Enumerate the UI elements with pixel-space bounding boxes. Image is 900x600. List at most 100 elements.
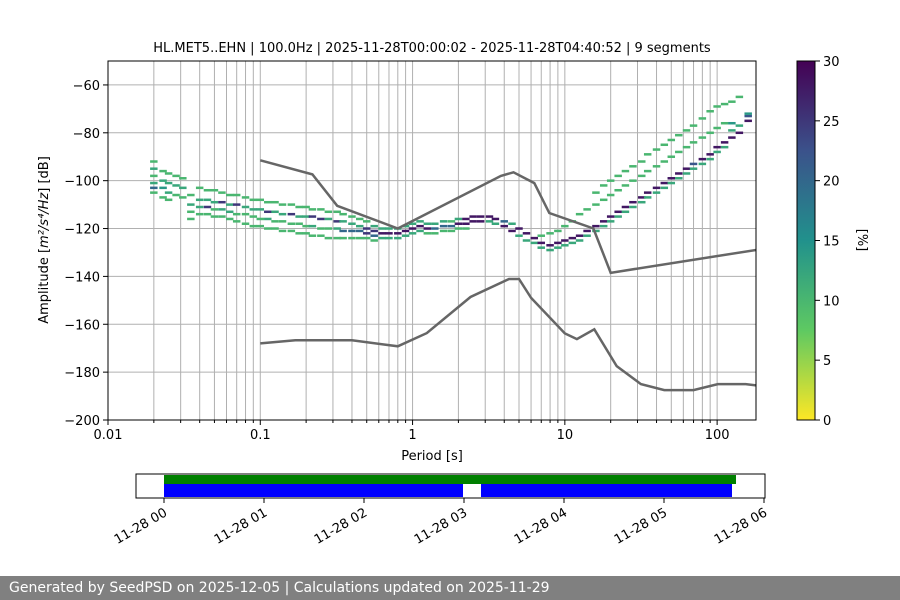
psd-bin: [210, 200, 219, 204]
psd-bin: [249, 208, 258, 211]
psd-bin: [195, 198, 204, 202]
psd-bin: [583, 234, 591, 237]
psd-bin: [179, 196, 187, 199]
psd-bin: [454, 217, 463, 221]
colorbar-tick-label: 25: [823, 115, 840, 130]
psd-bin: [728, 136, 736, 139]
psd-bin: [575, 234, 584, 237]
psd-bin: [614, 174, 622, 178]
psd-bin: [408, 227, 417, 230]
psd-bin: [218, 200, 226, 204]
psd-bin: [150, 174, 158, 178]
chart-title: HL.MET5..EHN | 100.0Hz | 2025-11-28T00:0…: [153, 41, 711, 56]
psd-bin: [667, 138, 676, 142]
x-tick-label: 1: [408, 428, 416, 443]
psd-bin: [638, 174, 646, 178]
colorbar: [796, 60, 816, 421]
psd-bin: [606, 179, 615, 182]
psd-bin: [660, 186, 669, 190]
psd-bin: [522, 232, 531, 235]
psd-bin: [172, 174, 180, 178]
psd-bin: [554, 229, 562, 233]
psd-bin: [385, 236, 393, 240]
psd-bin: [308, 234, 317, 237]
psd-bin: [629, 165, 637, 168]
psd-bin: [195, 212, 204, 216]
psd-heatmap: [150, 95, 752, 252]
psd-bin: [385, 227, 393, 230]
psd-bin: [744, 119, 752, 123]
psd-bin: [561, 244, 569, 247]
psd-bin: [515, 227, 523, 230]
y-tick-label: −180: [64, 366, 100, 381]
psd-bin: [592, 191, 600, 194]
psd-bin: [638, 160, 646, 163]
psd-bin: [682, 129, 691, 132]
psd-bin: [416, 224, 424, 228]
psd-bin: [667, 155, 676, 158]
psd-bin: [599, 220, 608, 223]
psd-bin: [339, 220, 347, 223]
psd-bin: [179, 177, 187, 180]
colorbar-label: [%]: [854, 229, 869, 252]
y-axis-label-units: m²/s⁴/Hz: [37, 192, 52, 248]
colorbar-tick-label: 10: [823, 294, 840, 309]
psd-bin: [271, 200, 279, 204]
psd-bin: [621, 184, 630, 187]
psd-figure: HL.MET5..EHN | 100.0Hz | 2025-11-28T00:0…: [37, 41, 869, 548]
psd-bin: [469, 215, 477, 218]
psd-bin: [394, 236, 402, 240]
psd-bin: [278, 220, 287, 223]
y-axis-label-suffix: ] [dB]: [37, 156, 52, 193]
psd-bin: [592, 203, 600, 206]
psd-bin: [667, 177, 676, 180]
x-tick-label: 0.1: [250, 428, 271, 443]
psd-bin: [150, 160, 158, 163]
psd-bin: [287, 229, 296, 233]
psd-bin: [614, 210, 622, 214]
psd-bin: [462, 227, 470, 230]
psd-bin: [333, 210, 341, 214]
psd-bin: [660, 143, 669, 147]
psd-bin: [575, 239, 584, 242]
psd-bin: [735, 124, 744, 127]
psd-plot-area: [108, 61, 756, 420]
psd-bin: [150, 191, 158, 194]
psd-bin: [416, 229, 424, 233]
psd-bin: [159, 169, 167, 173]
psd-bin: [348, 215, 356, 218]
psd-bin: [401, 234, 410, 237]
psd-bin: [583, 208, 591, 211]
psd-bin: [241, 222, 250, 225]
psd-bin: [378, 227, 386, 230]
psd-bin: [172, 184, 180, 187]
psd-bin: [530, 236, 539, 240]
psd-bin: [308, 215, 317, 218]
x-axis-ticks: 0.01 0.1 1 10 100: [94, 420, 730, 443]
psd-bin: [232, 212, 241, 216]
y-axis-ticks: −60 −80 −100 −120 −140 −160 −180 −200: [64, 79, 108, 429]
psd-bin: [187, 203, 195, 206]
psd-bin: [378, 232, 386, 235]
data-segment-bar: [164, 475, 736, 484]
psd-bin: [682, 145, 691, 149]
psd-bin: [225, 203, 234, 206]
psd-bin: [164, 172, 173, 175]
psd-bin: [172, 193, 180, 197]
psd-bin: [324, 227, 333, 230]
colorbar-tick-label: 30: [823, 55, 840, 70]
colorbar-ticks: 0 5 10 15 20 25 30: [815, 55, 840, 429]
timeline-tick-label: 11-28 06: [712, 505, 770, 547]
psd-bin: [218, 215, 226, 218]
psd-bin: [462, 222, 470, 225]
psd-bin: [491, 217, 500, 221]
psd-bin: [232, 193, 241, 197]
psd-bin: [423, 227, 432, 230]
psd-bin: [682, 172, 691, 175]
psd-bin: [264, 227, 272, 230]
psd-bin: [295, 232, 303, 235]
psd-bin: [652, 186, 661, 190]
psd-bin: [706, 153, 714, 156]
psd-bin: [401, 224, 410, 228]
y-tick-label: −140: [64, 270, 100, 285]
